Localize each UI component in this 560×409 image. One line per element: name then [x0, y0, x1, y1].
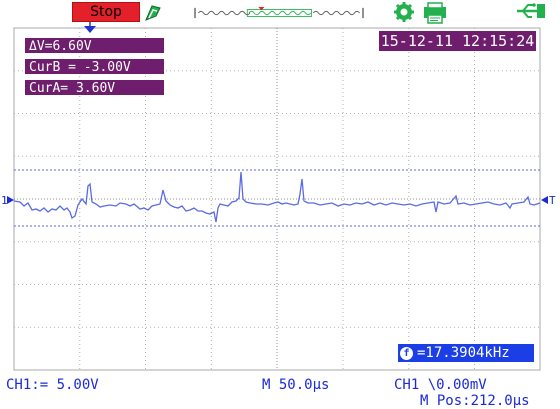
svg-text:1: 1 — [1, 194, 8, 207]
trigger-level-marker[interactable]: T — [541, 194, 556, 207]
top-status-bar: Stop — [0, 0, 560, 26]
date-time-display: 15-12-11 12:15:24 — [379, 31, 536, 51]
trigger-info-readout[interactable]: CH1 \0.00mV — [394, 377, 487, 393]
print-icon[interactable] — [423, 2, 447, 24]
delta-v-readout: ΔV=6.60V — [24, 37, 165, 54]
ch1-scale-readout[interactable]: CH1:= 5.00V — [6, 377, 99, 393]
timebase-position-readout[interactable]: M Pos:212.0µs — [420, 393, 530, 409]
timebase-scale-readout[interactable]: M 50.0µs — [262, 377, 330, 393]
frequency-counter: f =17.3904kHz — [398, 344, 534, 362]
trigger-position-icon — [194, 7, 364, 19]
usb-icon — [517, 3, 545, 18]
svg-text:T: T — [549, 194, 556, 207]
frequency-value: =17.3904kHz — [417, 345, 510, 361]
ch1-trace — [13, 171, 541, 223]
counter-icon: f — [400, 346, 413, 360]
cursor-b-readout: CurB = -3.00V — [24, 58, 165, 75]
trigger-position-marker[interactable] — [84, 26, 96, 33]
run-state-icon — [145, 5, 161, 21]
settings-icon[interactable] — [394, 2, 414, 22]
ch1-ground-marker[interactable]: 1 — [1, 194, 14, 207]
cursor-a-readout: CurA= 3.60V — [24, 79, 165, 96]
run-stop-indicator[interactable]: Stop — [72, 2, 140, 22]
